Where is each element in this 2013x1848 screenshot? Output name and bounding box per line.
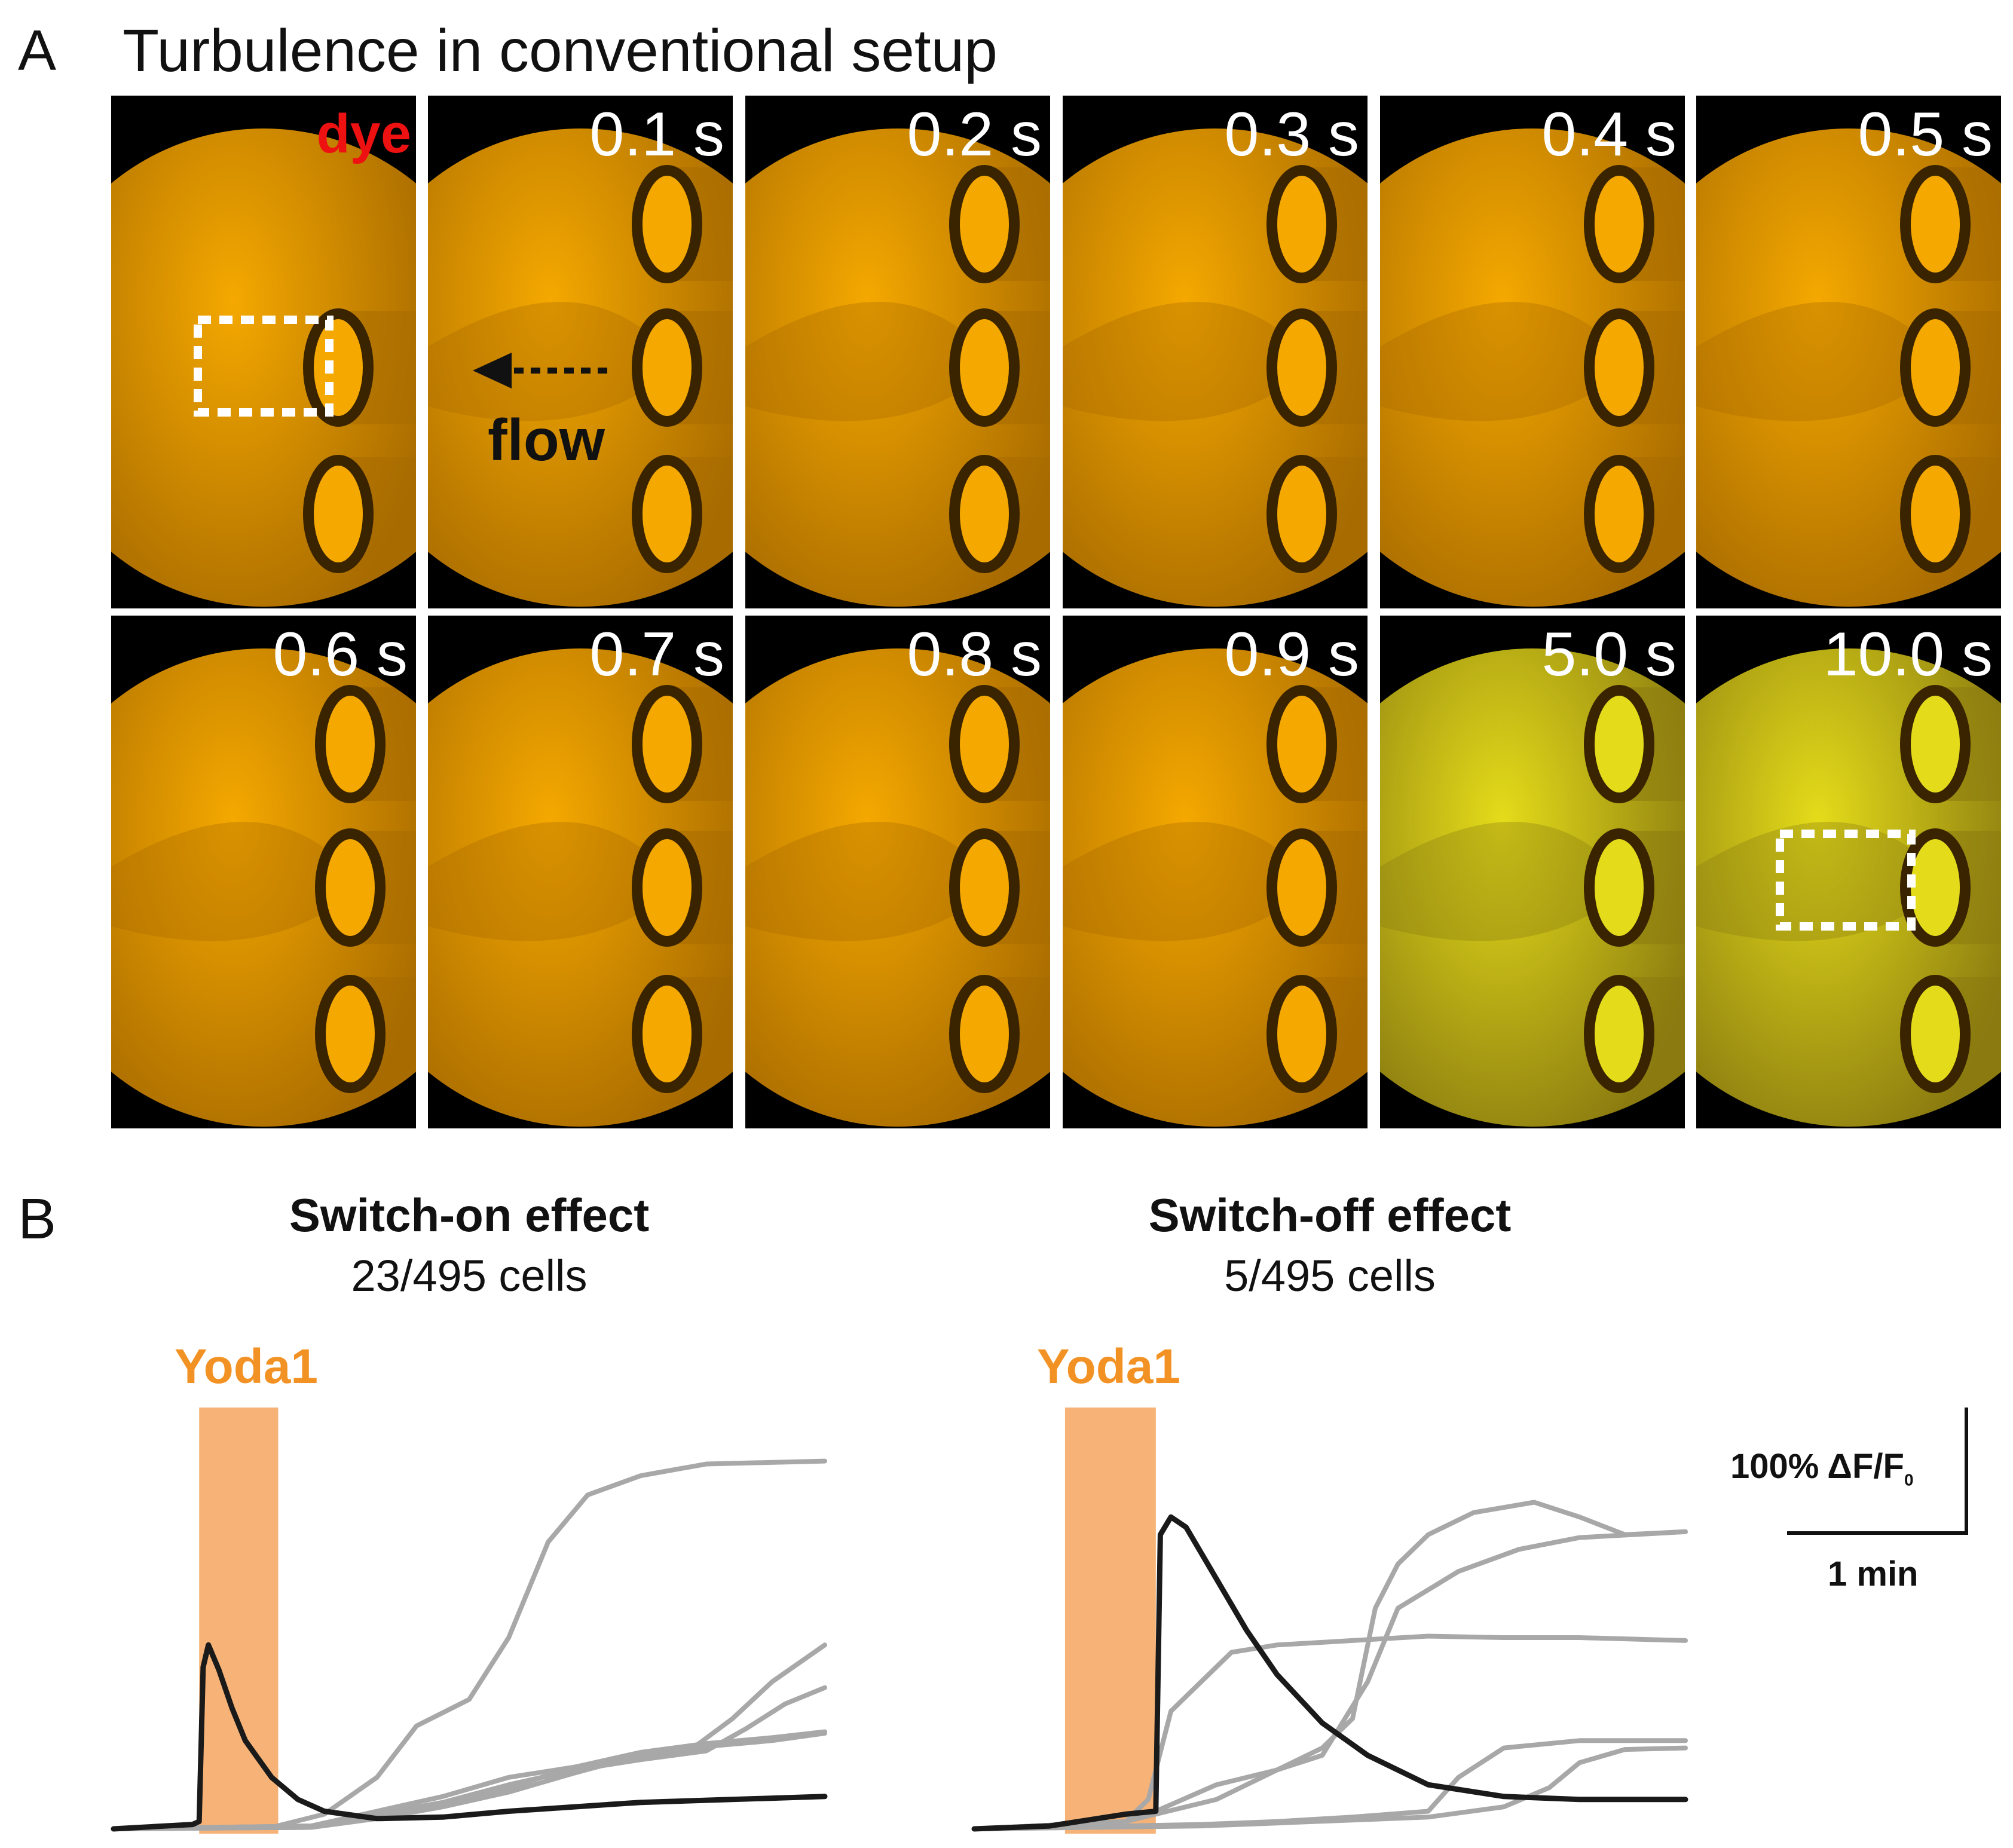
dye-label: dye <box>316 103 411 164</box>
frame-9-time: 0.8 s <box>907 620 1042 689</box>
chart1-trace-2 <box>111 1458 827 1831</box>
chart1-stimulus-bar <box>199 1408 279 1834</box>
flow-label: flow <box>488 407 605 473</box>
panel-a-letter: A <box>18 19 57 82</box>
frame-3-time: 0.2 s <box>907 100 1042 169</box>
chart2-subtitle: 5/495 cells <box>1224 1251 1436 1301</box>
chart1-subtitle: 23/495 cells <box>351 1251 588 1301</box>
frame-1: dye <box>111 96 416 608</box>
panel-a-title: Turbulence in conventional setup <box>123 17 998 84</box>
frame-6-time: 0.5 s <box>1858 100 1993 169</box>
chart2-trace-3 <box>972 1500 1688 1831</box>
chart1-trace-1 <box>111 1642 828 1832</box>
chart2-title: Switch-off effect <box>1148 1189 1512 1241</box>
frame-10: 0.9 s <box>1063 616 1368 1128</box>
frame-5: 0.4 s <box>1380 96 1685 608</box>
frame-6: 0.5 s <box>1696 96 2001 608</box>
chart2-trace-1 <box>971 1514 1688 1832</box>
frame-2: 0.1 s flow <box>428 96 733 608</box>
scale-bar-y-sub: 0 <box>1904 1470 1914 1489</box>
frame-9: 0.8 s <box>745 616 1050 1128</box>
frame-8-time: 0.7 s <box>589 620 724 689</box>
frame-4: 0.3 s <box>1063 96 1368 608</box>
frame-11-time: 5.0 s <box>1541 620 1677 689</box>
frame-7-time: 0.6 s <box>273 620 408 689</box>
frame-7: 0.6 s <box>111 616 416 1128</box>
chart2-trace-5 <box>972 1738 1688 1831</box>
panel-b-letter: B <box>18 1187 57 1251</box>
chart2-trace-2 <box>972 1633 1688 1831</box>
chart1-stimulus-label: Yoda1 <box>175 1339 318 1394</box>
frame-3: 0.2 s <box>745 96 1050 608</box>
frame-11: 5.0 s <box>1380 616 1685 1128</box>
frame-5-time: 0.4 s <box>1541 100 1677 169</box>
frame-10-time: 0.9 s <box>1224 620 1359 689</box>
frame-4-time: 0.3 s <box>1224 100 1359 169</box>
chart2-stimulus-label: Yoda1 <box>1037 1339 1180 1394</box>
frame-2-time: 0.1 s <box>589 100 724 169</box>
scale-bar-x-label: 1 min <box>1828 1555 1919 1593</box>
chart1-trace-3 <box>111 1642 827 1831</box>
scale-bar-y-label: 100% ΔF/F0 <box>1730 1447 1914 1489</box>
chart2-trace-4 <box>972 1529 1688 1831</box>
frame-12: 10.0 s <box>1696 616 2001 1128</box>
frame-12-time: 10.0 s <box>1823 620 1993 689</box>
chart1-title: Switch-on effect <box>289 1189 650 1241</box>
chart2-stimulus-bar <box>1064 1408 1156 1834</box>
frame-8: 0.7 s <box>428 616 733 1128</box>
chart2-trace-6 <box>972 1745 1688 1831</box>
chart1-trace-5 <box>111 1729 827 1831</box>
chart1-trace-6 <box>111 1731 827 1831</box>
chart1-trace-4 <box>111 1685 827 1831</box>
